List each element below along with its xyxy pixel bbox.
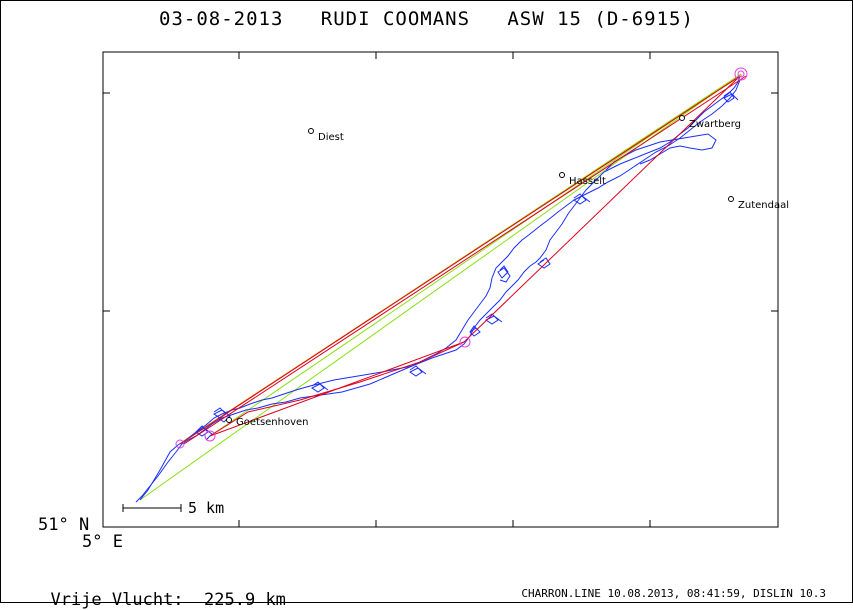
place-marker-diest — [308, 128, 314, 134]
track-main — [139, 75, 741, 501]
track-loops-5 — [311, 381, 329, 393]
place-labels: Diest Hasselt Zwartberg Zutendaal Goetse… — [236, 119, 789, 428]
track-loops-1 — [497, 265, 511, 283]
place-label-zwartberg: Zwartberg — [689, 119, 741, 130]
distance-value: 225.9 km — [204, 590, 286, 610]
place-markers — [226, 115, 734, 423]
track-loops-10 — [469, 325, 481, 337]
place-label-diest: Diest — [318, 132, 344, 143]
longitude-label: 5° E — [82, 532, 123, 552]
turnpoint-2 — [459, 336, 471, 348]
distance-caption: Vrije Vlucht: — [50, 590, 184, 610]
flight-title: 03-08-2013 RUDI COOMANS ASW 15 (D-6915) — [159, 8, 694, 30]
turnpoint-start — [175, 439, 185, 449]
place-label-zutendaal: Zutendaal — [738, 200, 789, 211]
place-marker-zutendaal — [728, 196, 734, 202]
track-loops-2 — [537, 257, 551, 269]
leg-route-c — [209, 341, 465, 437]
turnpoint-3 — [204, 430, 216, 442]
place-label-goetsenhoven: Goetsenhoven — [236, 417, 309, 428]
track-detour — [605, 133, 717, 171]
turnpoint-1 — [734, 67, 748, 81]
scale-bar — [122, 504, 182, 512]
footer-credit: CHARRON.LINE 10.08.2013, 08:41:59, DISLI… — [521, 587, 826, 600]
scale-bar-label: 5 km — [188, 499, 225, 517]
place-label-hasselt: Hasselt — [569, 176, 606, 187]
turnpoints — [175, 67, 748, 449]
axis-ticks — [103, 52, 778, 528]
turnpoint-1-inner — [737, 70, 745, 78]
place-marker-goetsenhoven — [226, 417, 232, 423]
leg-route-b — [183, 75, 747, 445]
latitude-label: 51° N — [38, 515, 90, 535]
distance-label: Vrije Vlucht: 225.9 km — [30, 570, 286, 610]
track-loops-8 — [723, 91, 739, 103]
track-loops-3 — [573, 193, 591, 205]
map-border — [102, 51, 779, 528]
track-loops-7 — [485, 313, 503, 325]
track-loops-6 — [409, 365, 427, 377]
leg-route — [179, 75, 741, 445]
track-return — [135, 79, 741, 503]
place-marker-hasselt — [559, 172, 565, 178]
declared-legs — [179, 75, 747, 445]
place-marker-zwartberg — [679, 115, 685, 121]
